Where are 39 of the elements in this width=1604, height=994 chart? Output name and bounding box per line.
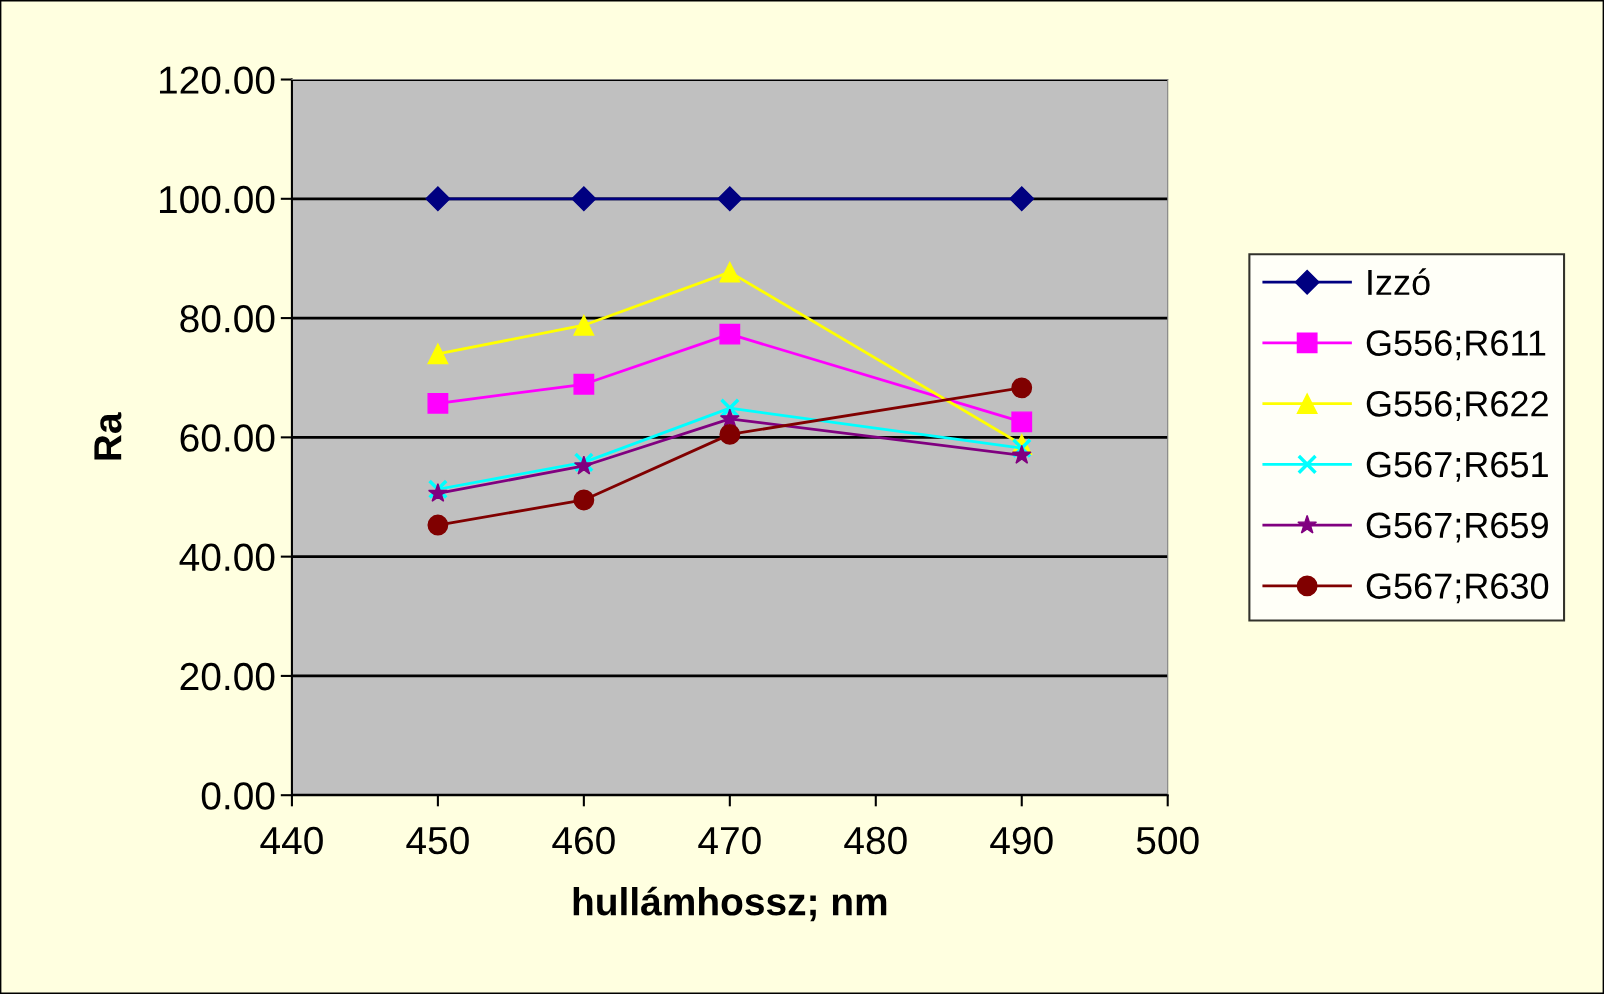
legend-label: G567;R630 [1366,573,1549,604]
point [719,423,741,445]
point [573,314,595,336]
point [571,186,597,212]
legend-label: Izzó [1368,268,1430,296]
x-tick-label: 480 [844,826,907,855]
x-tick-label: 450 [406,826,469,855]
point [573,373,595,395]
x-tick-label: 470 [698,826,761,855]
y-tick-label: 40.00 [179,543,275,572]
legend-label: G567;R659 [1366,512,1548,543]
point [427,343,449,365]
point [1011,377,1033,399]
x-tick-label: 490 [990,826,1053,855]
point [1011,411,1033,433]
point [1011,444,1032,464]
x-tick-label: 500 [1136,826,1199,855]
point [427,514,449,536]
y-tick-label: 100.00 [159,185,275,214]
legend-label: G567;R651 [1366,451,1548,482]
y-tick-label: 120.00 [159,66,275,94]
x-tick-label: 440 [260,826,323,855]
y-tick-label: 0.00 [201,782,275,810]
point [425,186,451,212]
point [427,392,449,414]
point [1009,186,1035,212]
point [719,261,741,283]
legend-label: G556;R622 [1366,391,1548,421]
point [719,323,741,345]
x-tick-label: 460 [552,826,615,855]
legend-label: G556;R611 [1366,330,1546,361]
y-tick-label: 20.00 [180,662,275,691]
y-tick-label: 60.00 [180,424,275,452]
y-axis-title: Ra [94,412,122,460]
y-tick-label: 80.00 [180,305,275,333]
point [717,186,743,212]
point [719,408,740,428]
point [573,489,595,511]
x-axis-title: hullámhossz; nm [573,886,887,922]
